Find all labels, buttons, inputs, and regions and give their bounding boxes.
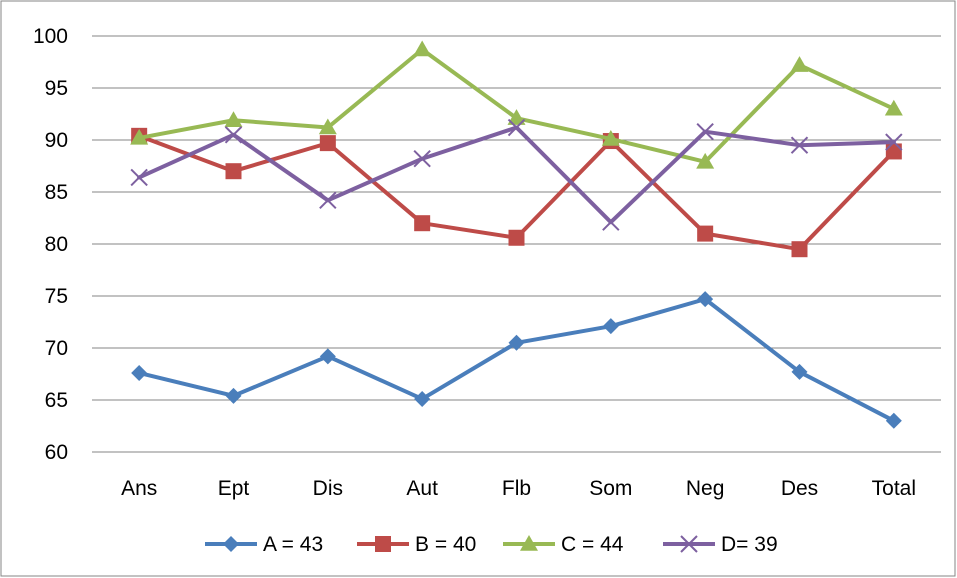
- legend-label: B = 40: [415, 533, 476, 556]
- x-tick-label: Neg: [686, 477, 725, 500]
- x-tick-label: Ans: [121, 477, 157, 500]
- data-point: [375, 536, 391, 552]
- data-point: [414, 215, 431, 232]
- series: [130, 40, 903, 429]
- data-point: [414, 390, 431, 407]
- data-point: [319, 348, 336, 365]
- x-tick-label: Flb: [502, 477, 531, 500]
- series-d: [130, 118, 903, 231]
- data-point: [131, 364, 148, 381]
- data-point: [885, 412, 902, 429]
- data-point: [601, 129, 620, 146]
- legend-label: C = 44: [561, 533, 624, 556]
- data-point: [680, 535, 698, 553]
- data-point: [790, 56, 809, 72]
- data-point: [224, 126, 243, 144]
- x-tick-label: Som: [589, 477, 632, 500]
- legend-item: A = 43: [205, 533, 323, 556]
- data-point: [791, 363, 808, 380]
- data-point: [130, 168, 148, 187]
- data-point: [225, 387, 242, 404]
- data-point: [885, 143, 902, 160]
- data-point: [507, 109, 526, 125]
- legend-label: A = 43: [263, 533, 323, 556]
- y-tick-label: 80: [45, 233, 68, 256]
- data-point: [507, 118, 526, 137]
- y-tick-label: 75: [45, 285, 68, 308]
- data-point: [697, 291, 714, 308]
- data-point: [696, 122, 714, 141]
- x-axis-tick-labels: Ans Ept Dis Aut Flb Som Neg Des Total: [121, 477, 916, 500]
- data-point: [413, 150, 431, 168]
- y-tick-label: 70: [45, 337, 68, 360]
- data-point: [696, 152, 715, 169]
- data-point: [508, 334, 525, 351]
- data-point: [791, 241, 808, 258]
- data-point: [884, 99, 903, 116]
- data-point: [319, 135, 336, 152]
- data-point: [697, 225, 714, 242]
- data-point: [223, 536, 239, 552]
- data-point: [602, 318, 619, 335]
- y-tick-label: 60: [45, 441, 68, 464]
- x-tick-label: Aut: [406, 477, 438, 500]
- legend-item: D= 39: [663, 533, 778, 556]
- series-a: [131, 291, 902, 429]
- y-tick-label: 85: [45, 181, 68, 204]
- x-tick-label: Total: [872, 477, 916, 500]
- data-point: [224, 111, 243, 127]
- data-point: [602, 213, 620, 231]
- y-tick-label: 90: [45, 129, 68, 152]
- data-point: [225, 163, 242, 180]
- data-point: [520, 535, 538, 551]
- y-tick-label: 65: [45, 389, 68, 412]
- y-tick-label: 100: [33, 25, 68, 48]
- legend-label: D= 39: [721, 533, 778, 556]
- data-point: [319, 191, 337, 210]
- data-point: [885, 133, 903, 151]
- data-point: [130, 128, 149, 145]
- data-point: [790, 136, 809, 154]
- series-c: [130, 40, 903, 169]
- data-point: [413, 40, 432, 57]
- legend-item: B = 40: [357, 533, 476, 556]
- legend-item: C = 44: [503, 533, 624, 556]
- x-tick-label: Dis: [313, 477, 343, 500]
- legend: A = 43 B = 40 C = 44 D= 39: [205, 533, 778, 556]
- data-point: [508, 229, 525, 246]
- x-tick-label: Des: [781, 477, 818, 500]
- data-point: [318, 118, 337, 135]
- x-tick-label: Ept: [218, 477, 250, 500]
- y-axis-tick-labels: 60 65 70 75 80 85 90 95 100: [33, 25, 68, 464]
- y-tick-label: 95: [45, 77, 68, 100]
